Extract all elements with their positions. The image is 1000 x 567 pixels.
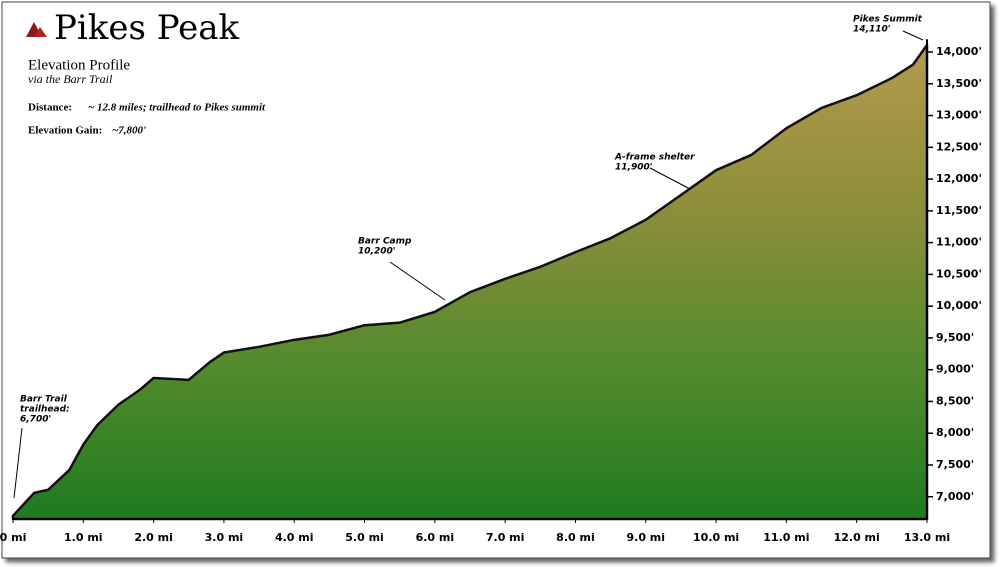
- annotation-pointer: [389, 261, 446, 301]
- stat-value: ~7,800': [112, 125, 146, 137]
- x-tick-label: 1.0 mi: [64, 531, 103, 544]
- y-tick-label: 7,000': [936, 490, 974, 503]
- x-tick-label: 2.0 mi: [134, 531, 173, 544]
- y-tick-label: 13,000': [936, 109, 982, 122]
- annotation-pointer: [13, 427, 23, 499]
- x-tick-label: 6.0 mi: [416, 531, 455, 544]
- y-tick-label: 10,000': [936, 299, 982, 312]
- annotation: 14,110': [853, 25, 891, 35]
- annotation-pointer: [649, 167, 691, 190]
- x-tick-label: 3.0 mi: [205, 531, 244, 544]
- annotation: Barr Trail: [20, 395, 68, 405]
- annotation-pointer: [902, 30, 924, 41]
- y-tick-label: 11,000': [936, 236, 982, 249]
- x-tick-label: 4.0 mi: [275, 531, 314, 544]
- stat-label: Elevation Gain:: [28, 125, 102, 137]
- y-tick-label: 12,000': [936, 172, 982, 185]
- y-tick-label: 9,500': [936, 331, 974, 344]
- stat-value: ~ 12.8 miles; trailhead to Pikes summit: [88, 102, 266, 114]
- annotation: Pikes Summit: [853, 15, 923, 25]
- annotation: 11,900': [615, 163, 653, 173]
- stat-label: Distance:: [28, 102, 72, 114]
- y-tick-label: 8,000': [936, 426, 974, 439]
- annotation: trailhead:: [20, 405, 70, 415]
- y-tick-label: 13,500': [936, 77, 982, 90]
- logo: [26, 22, 47, 37]
- x-tick-label: 12.0 mi: [834, 531, 880, 544]
- x-tick-label: 0 mi: [0, 531, 26, 544]
- elevation-area: [11, 43, 929, 521]
- y-tick-label: 7,500': [936, 458, 974, 471]
- subtitle-2: via the Barr Trail: [28, 72, 113, 86]
- x-tick-label: 11.0 mi: [763, 531, 809, 544]
- annotation: Barr Camp: [358, 237, 412, 247]
- x-tick-label: 7.0 mi: [486, 531, 525, 544]
- subtitle: Elevation Profile: [28, 57, 130, 73]
- y-tick-label: 8,500': [936, 394, 974, 407]
- x-tick-label: 10.0 mi: [693, 531, 739, 544]
- x-tick-label: 8.0 mi: [556, 531, 595, 544]
- annotation: A-frame shelter: [614, 153, 695, 163]
- x-tick-label: 13.0 mi: [904, 531, 950, 544]
- y-tick-label: 9,000': [936, 363, 974, 376]
- y-tick-label: 10,500': [936, 267, 982, 280]
- x-tick-label: 9.0 mi: [626, 531, 665, 544]
- x-tick-label: 5.0 mi: [345, 531, 384, 544]
- annotation: 6,700': [20, 415, 51, 425]
- y-tick-label: 14,000': [936, 45, 982, 58]
- annotation: 10,200': [358, 247, 396, 257]
- y-tick-label: 11,500': [936, 204, 982, 217]
- y-tick-label: 12,500': [936, 140, 982, 153]
- chart-title: Pikes Peak: [54, 8, 239, 48]
